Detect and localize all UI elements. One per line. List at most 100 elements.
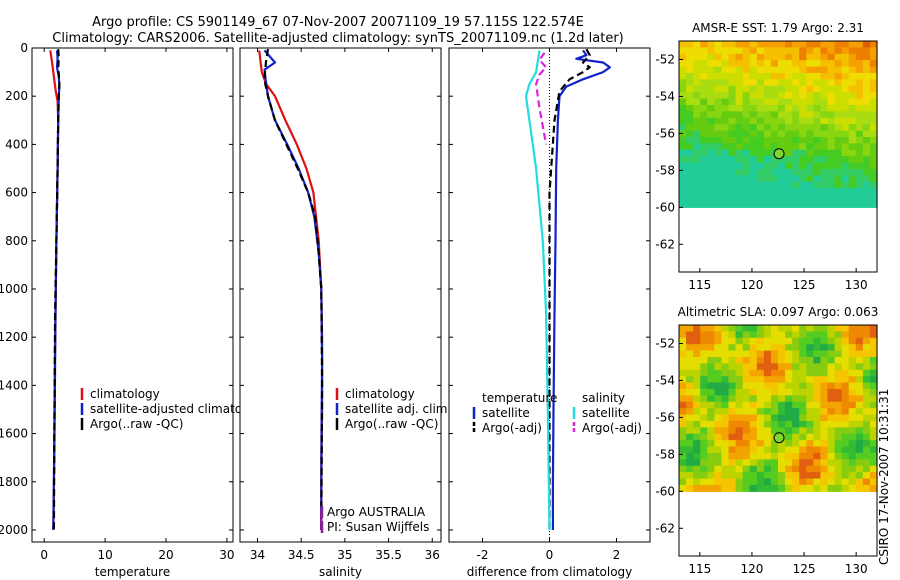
map-grid-cell: [728, 420, 737, 428]
map-grid-cell: [834, 369, 843, 377]
map-grid-cell: [841, 130, 850, 138]
map-grid-cell: [728, 124, 737, 132]
map-grid-cell: [778, 156, 786, 164]
map-grid-cell: [756, 382, 765, 390]
map-grid-cell: [806, 420, 814, 428]
map-grid-cell: [862, 117, 871, 125]
map-grid-cell: [686, 382, 694, 390]
map-grid-cell: [707, 104, 715, 112]
map-grid-cell: [806, 85, 814, 93]
map-grid-cell: [862, 478, 871, 486]
map-grid-cell: [820, 72, 829, 80]
x-tick-label: 35.5: [375, 548, 402, 562]
map-grid-cell: [827, 382, 836, 390]
map-grid-cell: [735, 162, 744, 170]
map-grid-cell: [693, 41, 701, 48]
map-grid-cell: [714, 401, 723, 409]
map-grid-cell: [785, 382, 793, 390]
map-grid-cell: [679, 472, 687, 480]
map-grid-cell: [770, 472, 779, 480]
map-grid-cell: [742, 143, 751, 151]
map-grid-cell: [707, 136, 715, 144]
map-grid-cell: [735, 60, 744, 68]
map-grid-cell: [848, 85, 857, 93]
map-grid-cell: [756, 350, 765, 358]
map-grid-cell: [693, 168, 701, 176]
map-grid-cell: [806, 369, 814, 377]
map-grid-cell: [714, 388, 723, 396]
map-grid-cell: [827, 130, 836, 138]
map-grid-cell: [806, 194, 814, 202]
map-grid-cell: [792, 446, 800, 454]
map-grid-cell: [714, 356, 723, 364]
map-grid-cell: [841, 369, 850, 377]
map-grid-cell: [742, 420, 751, 428]
map-grid-cell: [693, 331, 701, 339]
map-grid-cell: [749, 66, 758, 74]
x-tick-label: -2: [477, 548, 489, 562]
map-grid-cell: [714, 446, 723, 454]
map-grid-cell: [792, 124, 800, 132]
map-grid-cell: [827, 420, 836, 428]
map-grid-cell: [785, 162, 793, 170]
y-tick-label: -52: [655, 336, 675, 350]
map-grid-cell: [862, 395, 871, 403]
series-line-salinity-argo-adj-: [534, 52, 548, 145]
map-grid-cell: [820, 41, 829, 48]
map-grid-cell: [785, 388, 793, 396]
map-grid-cell: [799, 72, 807, 80]
map-grid-cell: [700, 325, 708, 332]
map-grid-cell: [700, 188, 708, 196]
map-grid-cell: [855, 60, 864, 68]
map-grid-cell: [806, 136, 814, 144]
map-grid-cell: [827, 452, 836, 460]
map-grid-cell: [721, 459, 730, 467]
map-grid-cell: [756, 53, 765, 61]
map-grid-cell: [820, 162, 829, 170]
map-grid-cell: [756, 175, 765, 183]
map-grid-cell: [806, 472, 814, 480]
map-grid-cell: [700, 72, 708, 80]
map-grid-cell: [806, 143, 814, 151]
map-grid-cell: [778, 414, 786, 422]
map-grid-cell: [778, 188, 786, 196]
map-grid-cell: [749, 472, 758, 480]
map-grid-cell: [679, 420, 687, 428]
map-grid-cell: [707, 369, 715, 377]
map-grid-cell: [806, 440, 814, 448]
map-grid-cell: [848, 325, 857, 332]
map-grid-cell: [686, 344, 694, 352]
map-grid-cell: [756, 484, 765, 492]
map-grid-cell: [679, 104, 687, 112]
map-grid-cell: [735, 401, 744, 409]
map-grid-cell: [770, 344, 779, 352]
map-grid-cell: [756, 472, 765, 480]
map-grid-cell: [756, 446, 765, 454]
map-grid-cell: [806, 41, 814, 48]
map-grid-cell: [869, 382, 878, 390]
map-grid-cell: [862, 427, 871, 435]
map-grid-cell: [735, 420, 744, 428]
plot-frame: [31, 47, 234, 543]
map-grid-cell: [714, 168, 723, 176]
map-grid-cell: [778, 484, 786, 492]
map-grid-cell: [799, 92, 807, 100]
map-grid-cell: [785, 124, 793, 132]
map-grid-cell: [834, 66, 843, 74]
map-grid-cell: [862, 92, 871, 100]
map-grid-cell: [700, 427, 708, 435]
map-grid-cell: [848, 465, 857, 473]
map-grid-cell: [855, 427, 864, 435]
map-grid-cell: [770, 420, 779, 428]
map-grid-cell: [785, 344, 793, 352]
map-grid-cell: [820, 53, 829, 61]
map-grid-cell: [770, 53, 779, 61]
map-grid-cell: [820, 350, 829, 358]
map-grid-cell: [778, 136, 786, 144]
map-grid-cell: [749, 452, 758, 460]
map-grid-cell: [806, 79, 814, 87]
map-grid-cell: [799, 472, 807, 480]
map-grid-cell: [841, 452, 850, 460]
map-grid-cell: [827, 331, 836, 339]
map-grid-cell: [834, 478, 843, 486]
